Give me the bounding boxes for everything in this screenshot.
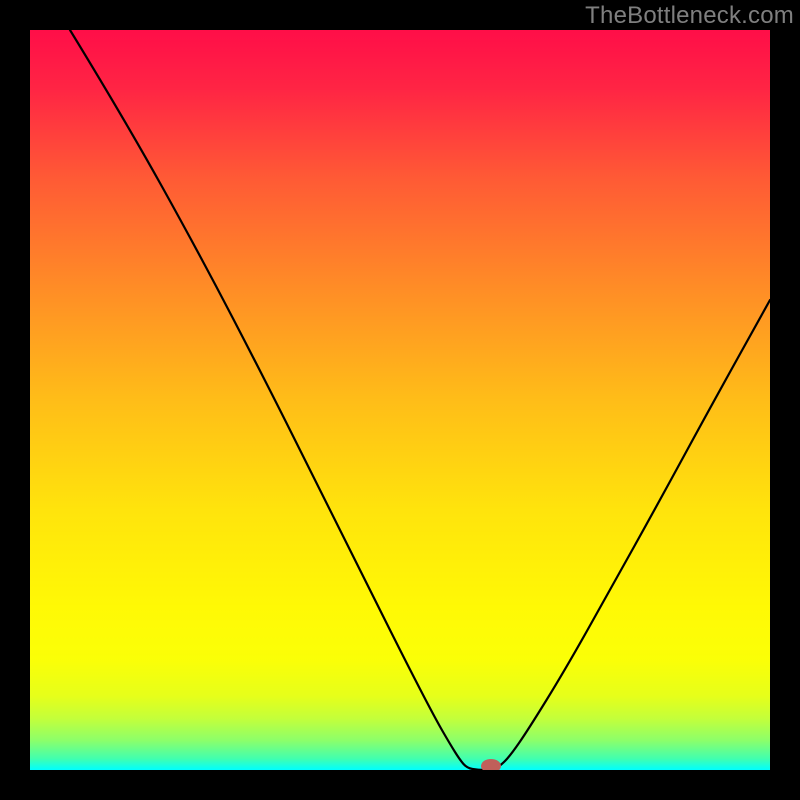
plot-area (30, 30, 770, 770)
bottleneck-curve (30, 30, 770, 770)
optimal-point-marker (481, 759, 501, 770)
chart-frame: TheBottleneck.com (0, 0, 800, 800)
watermark-text: TheBottleneck.com (585, 2, 794, 30)
